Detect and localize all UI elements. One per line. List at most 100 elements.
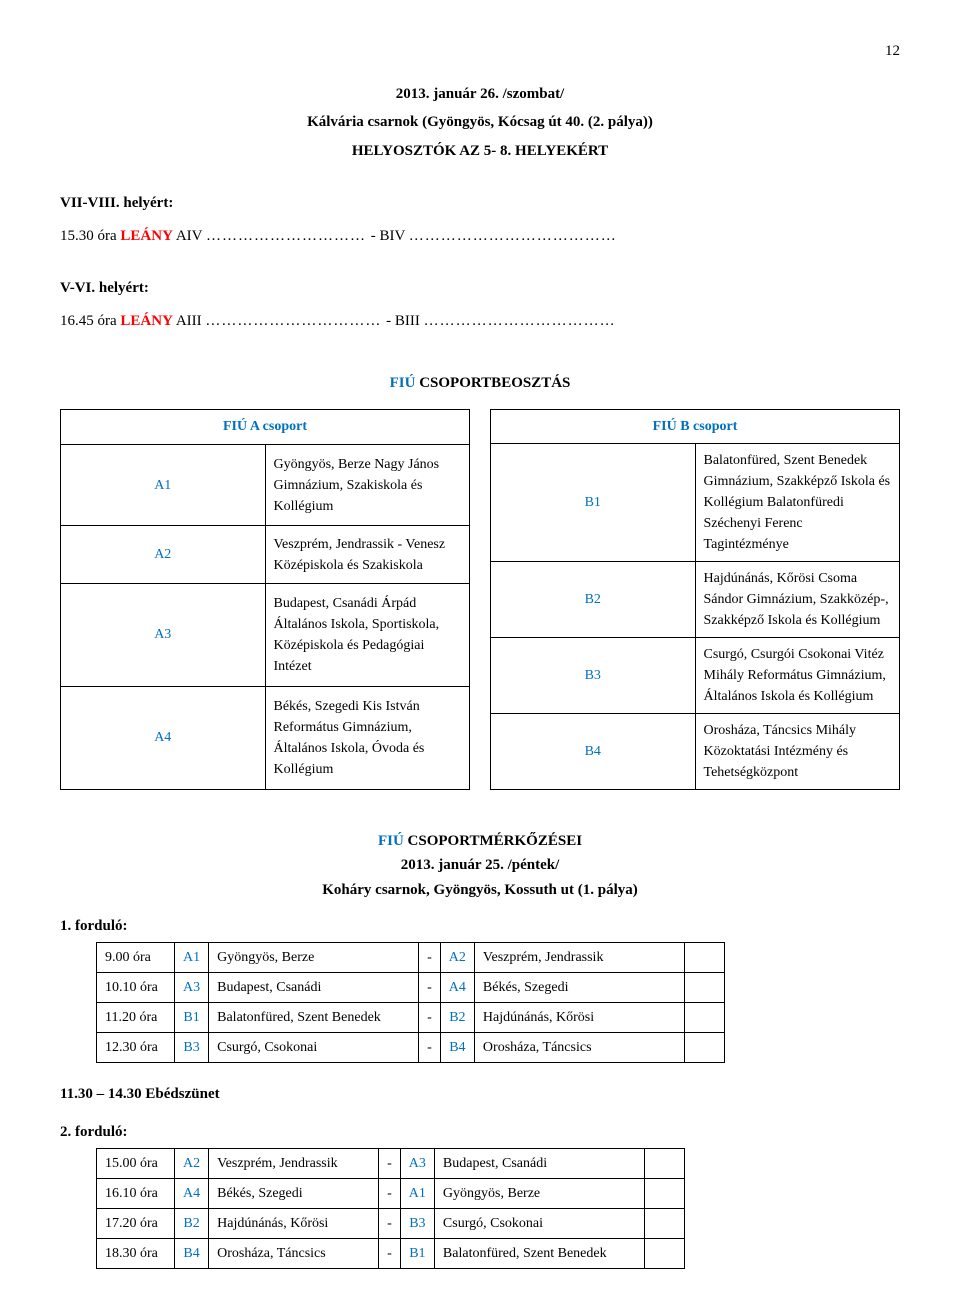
match-time: 16.10 óra bbox=[97, 1178, 175, 1208]
round1-label: 1. forduló: bbox=[60, 915, 900, 938]
match-score bbox=[644, 1208, 684, 1238]
match-score bbox=[684, 1002, 724, 1032]
placement-line-1: 15.30 óra LEÁNY AIV ………………………… - BIV ………… bbox=[60, 225, 900, 248]
match-team-a: Békés, Szegedi bbox=[209, 1178, 379, 1208]
match-team-a: Veszprém, Jendrassik bbox=[209, 1148, 379, 1178]
match-section-title: FIÚ CSOPORTMÉRKŐZÉSEI bbox=[60, 830, 900, 853]
match-id-a: B1 bbox=[175, 1002, 209, 1032]
round2-table: 15.00 óra A2 Veszprém, Jendrassik - A3 B… bbox=[96, 1148, 685, 1269]
match-score bbox=[684, 972, 724, 1002]
match-dash: - bbox=[419, 1032, 441, 1062]
match-dash: - bbox=[379, 1208, 401, 1238]
group-b-header: FIÚ B csoport bbox=[491, 409, 900, 443]
table-row: 17.20 óra B2 Hajdúnánás, Kőrösi - B3 Csu… bbox=[97, 1208, 685, 1238]
table-row: A4Békés, Szegedi Kis István Református G… bbox=[61, 686, 470, 789]
match-time: 10.10 óra bbox=[97, 972, 175, 1002]
match-id-a: A2 bbox=[175, 1148, 209, 1178]
placement-line-2: 16.45 óra LEÁNY AIII …………………………… - BIII … bbox=[60, 310, 900, 333]
match-id-b: B4 bbox=[440, 1032, 474, 1062]
match-team-b: Orosháza, Táncsics bbox=[474, 1032, 684, 1062]
group-a-id: A3 bbox=[61, 584, 266, 687]
match-score bbox=[684, 942, 724, 972]
header-venue: Kálvária csarnok (Gyöngyös, Kócsag út 40… bbox=[60, 111, 900, 134]
placement-dots-a: …………………………… bbox=[205, 313, 386, 329]
placement-team-a: AIV bbox=[173, 228, 206, 244]
match-id-a: B3 bbox=[175, 1032, 209, 1062]
match-id-a: A1 bbox=[175, 942, 209, 972]
match-title-rest: CSOPORTMÉRKŐZÉSEI bbox=[404, 833, 582, 849]
table-row: A2Veszprém, Jendrassik - Venesz Középisk… bbox=[61, 525, 470, 583]
group-b-text: Csurgó, Csurgói Csokonai Vitéz Mihály Re… bbox=[695, 637, 900, 713]
group-section-title: FIÚ CSOPORTBEOSZTÁS bbox=[60, 372, 900, 395]
break-label: 11.30 – 14.30 Ebédszünet bbox=[60, 1083, 900, 1106]
match-team-a: Budapest, Csanádi bbox=[209, 972, 419, 1002]
page-number: 12 bbox=[60, 40, 900, 63]
placement-team-a: AIII bbox=[173, 313, 206, 329]
match-dash: - bbox=[419, 972, 441, 1002]
group-a-text: Veszprém, Jendrassik - Venesz Középiskol… bbox=[265, 525, 470, 583]
placement-dash: - BIII bbox=[386, 313, 424, 329]
match-dash: - bbox=[419, 1002, 441, 1032]
match-team-a: Balatonfüred, Szent Benedek bbox=[209, 1002, 419, 1032]
table-row: B1Balatonfüred, Szent Benedek Gimnázium,… bbox=[491, 443, 900, 561]
table-row: 16.10 óra A4 Békés, Szegedi - A1 Gyöngyö… bbox=[97, 1178, 685, 1208]
match-score bbox=[644, 1178, 684, 1208]
match-score bbox=[684, 1032, 724, 1062]
table-row: B4Orosháza, Táncsics Mihály Közoktatási … bbox=[491, 713, 900, 789]
group-a-id: A2 bbox=[61, 525, 266, 583]
group-a-header: FIÚ A csoport bbox=[61, 409, 470, 445]
group-a-id: A4 bbox=[61, 686, 266, 789]
group-b-table: FIÚ B csoport B1Balatonfüred, Szent Bene… bbox=[490, 409, 900, 790]
match-team-a: Gyöngyös, Berze bbox=[209, 942, 419, 972]
match-id-b: B2 bbox=[440, 1002, 474, 1032]
match-id-a: A4 bbox=[175, 1178, 209, 1208]
table-row: 10.10 óra A3 Budapest, Csanádi - A4 Béké… bbox=[97, 972, 725, 1002]
match-team-b: Békés, Szegedi bbox=[474, 972, 684, 1002]
match-time: 17.20 óra bbox=[97, 1208, 175, 1238]
placement-dash: - BIV bbox=[371, 228, 409, 244]
group-a-text: Budapest, Csanádi Árpád Általános Iskola… bbox=[265, 584, 470, 687]
match-score bbox=[644, 1148, 684, 1178]
match-dash: - bbox=[379, 1148, 401, 1178]
match-team-a: Hajdúnánás, Kőrösi bbox=[209, 1208, 379, 1238]
group-b-id: B1 bbox=[491, 443, 696, 561]
table-row: 11.20 óra B1 Balatonfüred, Szent Benedek… bbox=[97, 1002, 725, 1032]
group-b-text: Hajdúnánás, Kőrösi Csoma Sándor Gimnáziu… bbox=[695, 561, 900, 637]
match-id-b: A3 bbox=[400, 1148, 434, 1178]
table-row: 15.00 óra A2 Veszprém, Jendrassik - A3 B… bbox=[97, 1148, 685, 1178]
group-b-text: Balatonfüred, Szent Benedek Gimnázium, S… bbox=[695, 443, 900, 561]
match-title-blue: FIÚ bbox=[378, 833, 404, 849]
match-id-b: A4 bbox=[440, 972, 474, 1002]
match-date: 2013. január 25. /péntek/ bbox=[60, 854, 900, 877]
group-a-text: Gyöngyös, Berze Nagy János Gimnázium, Sz… bbox=[265, 445, 470, 525]
group-b-id: B4 bbox=[491, 713, 696, 789]
placement-category: LEÁNY bbox=[120, 228, 173, 244]
group-title-rest: CSOPORTBEOSZTÁS bbox=[415, 375, 570, 391]
placement-time: 16.45 óra bbox=[60, 313, 120, 329]
match-dash: - bbox=[419, 942, 441, 972]
table-row: 12.30 óra B3 Csurgó, Csokonai - B4 Orosh… bbox=[97, 1032, 725, 1062]
group-b-id: B2 bbox=[491, 561, 696, 637]
match-time: 9.00 óra bbox=[97, 942, 175, 972]
match-team-b: Csurgó, Csokonai bbox=[434, 1208, 644, 1238]
match-id-a: B2 bbox=[175, 1208, 209, 1238]
round2-label: 2. forduló: bbox=[60, 1121, 900, 1144]
placement-category: LEÁNY bbox=[120, 313, 173, 329]
table-row: A1Gyöngyös, Berze Nagy János Gimnázium, … bbox=[61, 445, 470, 525]
group-a-id: A1 bbox=[61, 445, 266, 525]
placement-label-2: V-VI. helyért: bbox=[60, 277, 900, 300]
placement-dots-b: ………………………………… bbox=[409, 228, 617, 244]
match-venue: Koháry csarnok, Gyöngyös, Kossuth ut (1.… bbox=[60, 879, 900, 902]
match-id-b: A1 bbox=[400, 1178, 434, 1208]
table-row: B2Hajdúnánás, Kőrösi Csoma Sándor Gimnáz… bbox=[491, 561, 900, 637]
table-row: B3Csurgó, Csurgói Csokonai Vitéz Mihály … bbox=[491, 637, 900, 713]
table-row: 9.00 óra A1 Gyöngyös, Berze - A2 Veszpré… bbox=[97, 942, 725, 972]
match-time: 12.30 óra bbox=[97, 1032, 175, 1062]
match-team-b: Hajdúnánás, Kőrösi bbox=[474, 1002, 684, 1032]
round1-table: 9.00 óra A1 Gyöngyös, Berze - A2 Veszpré… bbox=[96, 942, 725, 1063]
match-team-b: Budapest, Csanádi bbox=[434, 1148, 644, 1178]
table-row: A3Budapest, Csanádi Árpád Általános Isko… bbox=[61, 584, 470, 687]
placement-dots-b: ……………………………… bbox=[424, 313, 616, 329]
groups-container: FIÚ A csoport A1Gyöngyös, Berze Nagy Ján… bbox=[60, 409, 900, 790]
header-date: 2013. január 26. /szombat/ bbox=[60, 83, 900, 106]
